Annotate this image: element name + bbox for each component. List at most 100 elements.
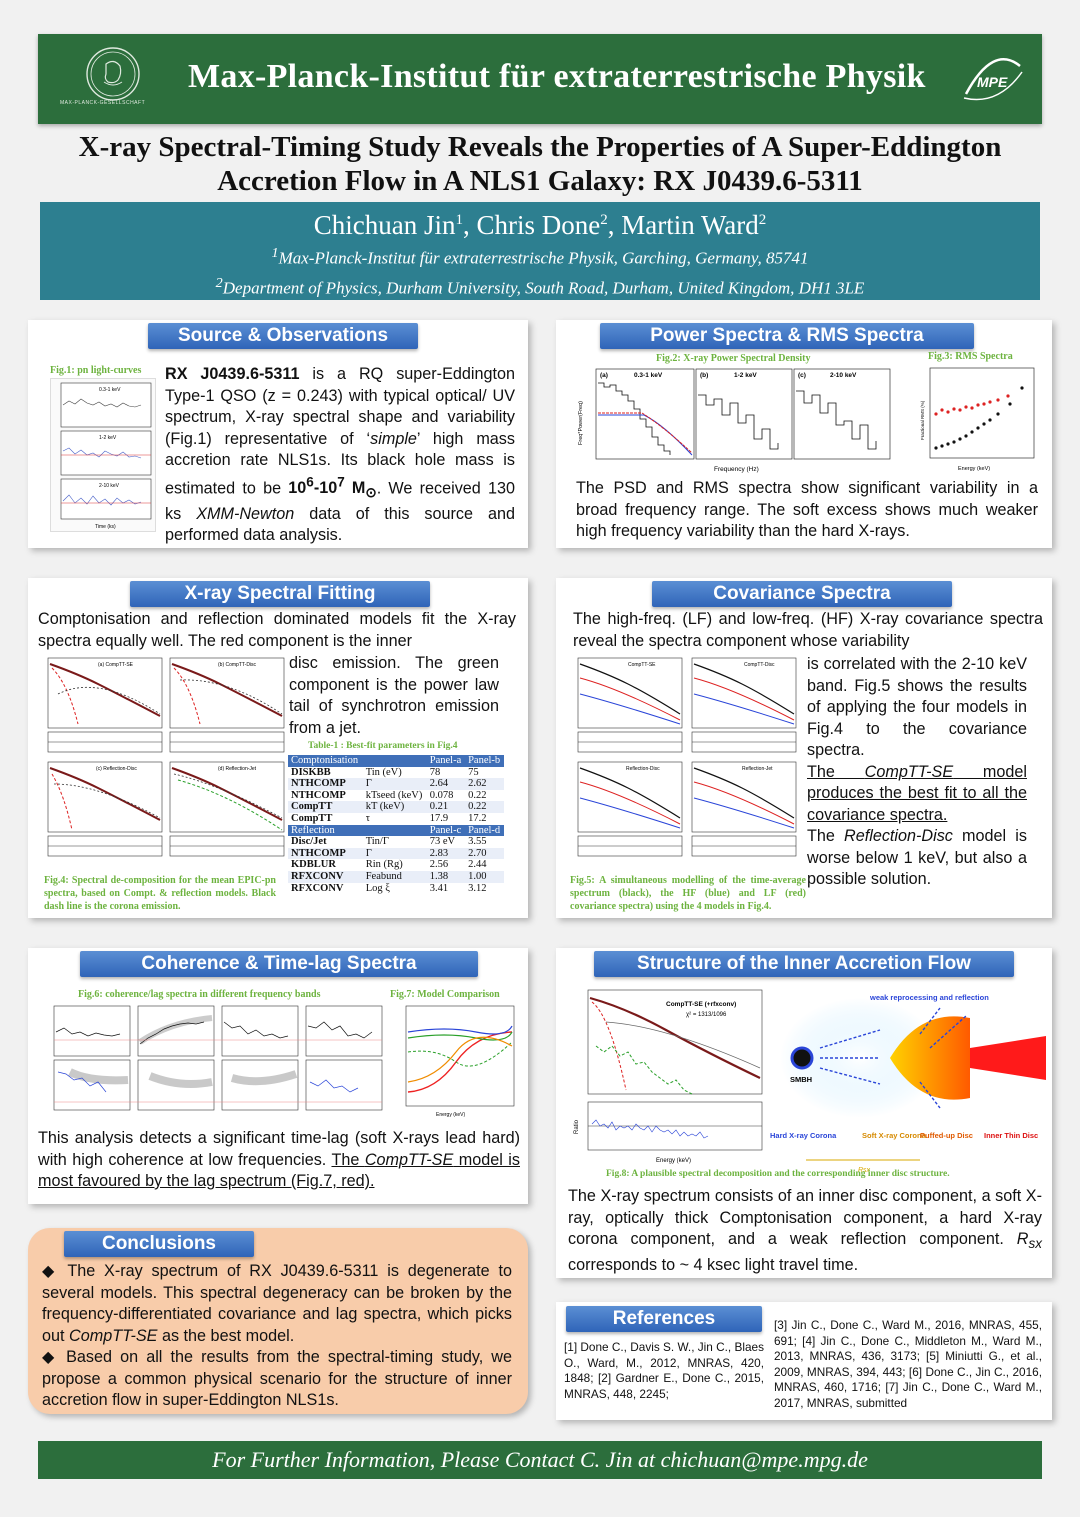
fig3-rms-spectra: Energy (keV) Fractional RMS (%) bbox=[920, 367, 1035, 472]
hard-xray-corona-label: Hard X-ray Corona bbox=[770, 1131, 837, 1140]
fitting-text-1: Comptonisation and reflection dominated … bbox=[38, 610, 516, 650]
table1-cell: 3.12 bbox=[468, 882, 487, 894]
mpe-logo-text: MPE bbox=[977, 74, 1008, 90]
header-banner: MAX-PLANCK-GESELLSCHAFT Max-Planck-Insti… bbox=[38, 34, 1042, 124]
mpe-logo-icon: MPE bbox=[963, 58, 1023, 101]
table1-cell: Tin/Γ bbox=[365, 836, 389, 848]
panel-power-spectra: Power Spectra & RMS Spectra Fig.2: X-ray… bbox=[556, 320, 1052, 548]
fig7-model-comparison: Energy (keV) bbox=[405, 1005, 515, 1118]
table1-cell: 2.62 bbox=[468, 778, 487, 790]
conclusion-point-2: ◆ Based on all the results from the spec… bbox=[42, 1348, 512, 1409]
table1-cell bbox=[362, 824, 427, 837]
fig6-lag-panels bbox=[53, 1005, 383, 1057]
table1-cell: 75 bbox=[468, 766, 479, 778]
table1-cell: Reflection bbox=[288, 824, 363, 837]
institute-name: Max-Planck-Institut für extraterrestrisc… bbox=[188, 58, 926, 95]
svg-text:(c) Reflection-Disc: (c) Reflection-Disc bbox=[96, 766, 137, 772]
table1-cell: 0.22 bbox=[468, 801, 487, 813]
table1-row: CompTT kT (keV) 0.21 0.22 bbox=[288, 801, 504, 813]
table1-cell: 3.55 bbox=[468, 836, 487, 848]
fig3-red-points bbox=[934, 394, 1010, 416]
smbh-label: SMBH bbox=[790, 1075, 812, 1084]
fig2-panel-c: (c) 2-10 keV bbox=[793, 368, 891, 460]
fig6-coherence-lag bbox=[53, 1005, 383, 1111]
table1-section-header: Reflection Panel-c Panel-d bbox=[288, 824, 504, 837]
table1-cell: DISKBB bbox=[291, 766, 331, 778]
inner-thin-disc-label: Inner Thin Disc bbox=[984, 1131, 1038, 1140]
table1-row: NTHCOMP Γ 2.83 2.70 bbox=[288, 847, 504, 860]
table1-cell: 0.21 bbox=[429, 801, 449, 813]
fig4-caption: Fig.4: Spectral de-composition for the m… bbox=[44, 875, 276, 912]
svg-text:1-2 keV: 1-2 keV bbox=[734, 372, 757, 379]
svg-text:Energy (keV): Energy (keV) bbox=[436, 1112, 466, 1118]
table1-cell: 17.2 bbox=[468, 812, 487, 824]
svg-text:0.3-1 keV: 0.3-1 keV bbox=[634, 372, 663, 379]
heading-power-spectra: Power Spectra & RMS Spectra bbox=[600, 323, 974, 349]
coherence-best-model-note: The CompTT-SE model is most favoured by … bbox=[38, 1150, 520, 1191]
fig8-spectrum: CompTT-SE (+rfxconv) χ² = 1313/1096 Ener… bbox=[574, 989, 763, 1164]
conclusions-text: ◆ The X-ray spectrum of RX J0439.6-5311 … bbox=[42, 1261, 512, 1412]
table1-cell: Disc/Jet bbox=[291, 836, 327, 848]
table1-cell: 78 bbox=[429, 766, 441, 778]
fig4-panel-d: (d) Reflection-Jet bbox=[169, 761, 285, 857]
table1-cell: 1.00 bbox=[468, 870, 487, 882]
rsx-label: Rsx bbox=[858, 1167, 871, 1174]
heading-inner-accretion-flow: Structure of the Inner Accretion Flow bbox=[594, 951, 1014, 977]
covariance-text-1: The high-freq. (LF) and low-freq. (HF) X… bbox=[573, 610, 1043, 650]
max-planck-seal-icon bbox=[86, 47, 140, 101]
fig5-panel-1: CompTT-SE bbox=[577, 657, 683, 753]
conclusion-point-1: ◆ The X-ray spectrum of RX J0439.6-5311 … bbox=[42, 1262, 512, 1345]
table1-row: Disc/Jet Tin/Γ 73 eV 3.55 bbox=[288, 836, 504, 848]
covariance-best-fit-note: The CompTT-SE model produces the best fi… bbox=[807, 762, 1027, 824]
affiliation-1: 1Max-Planck-Institut für extraterrestris… bbox=[271, 245, 809, 268]
fig1-subplot-1: 0.3-1 keV bbox=[60, 382, 152, 428]
table1-row: RFXCONV Log ξ 3.41 3.12 bbox=[288, 882, 504, 895]
coherence-text: This analysis detects a significant time… bbox=[38, 1129, 520, 1191]
power-text: The PSD and RMS spectra show significant… bbox=[576, 479, 1038, 540]
table1-row: NTHCOMP kTseed (keV) 0.078 0.22 bbox=[288, 789, 504, 802]
fig2-ylabel: Freq*Power(Freq) bbox=[578, 401, 584, 445]
table1-cell: Panel-b bbox=[465, 755, 504, 767]
references-right: [3] Jin C., Done C., Ward M., 2016, MNRA… bbox=[774, 1318, 1042, 1410]
table1-cell: RFXCONV bbox=[291, 870, 344, 882]
table1-section-header: Comptonisation Panel-a Panel-b bbox=[288, 755, 504, 767]
table1-best-fit-parameters: Comptonisation Panel-a Panel-b DISKBB Tin (e… bbox=[288, 755, 504, 895]
table1-cell: τ bbox=[365, 812, 370, 824]
fig6-caption: Fig.6: coherence/lag spectra in differen… bbox=[78, 989, 321, 1000]
svg-text:Reflection-Disc: Reflection-Disc bbox=[626, 766, 660, 772]
affiliation-2: 2Department of Physics, Durham Universit… bbox=[215, 274, 865, 298]
table1-cell: Γ bbox=[365, 847, 372, 859]
poster-title: X-ray Spectral-Timing Study Reveals the … bbox=[40, 130, 1040, 198]
fig3-black-points bbox=[934, 386, 1024, 450]
fig4-panel-c: (c) Reflection-Disc bbox=[47, 761, 163, 857]
fig8-ylabel: Ratio bbox=[574, 1119, 580, 1134]
table1-cell: Γ bbox=[365, 778, 372, 790]
panel-inner-accretion-flow: Structure of the Inner Accretion Flow Co… bbox=[556, 948, 1052, 1278]
svg-text:(d) Reflection-Jet: (d) Reflection-Jet bbox=[218, 766, 257, 772]
source-text: RX J0439.6-5311 is a RQ super-Eddington … bbox=[165, 365, 516, 545]
soft-xray-corona-label: Soft X-ray Corona bbox=[862, 1131, 927, 1140]
table1-caption: Table-1 : Best-fit parameters in Fig.4 bbox=[308, 741, 458, 751]
svg-text:(a) CompTT-SE: (a) CompTT-SE bbox=[98, 662, 134, 668]
table1-cell: 0.078 bbox=[429, 789, 454, 801]
fig5-caption: Fig.5: A simultaneous modelling of the t… bbox=[570, 875, 806, 912]
fig2-xlabel: Frequency (Hz) bbox=[714, 466, 759, 473]
puffed-up-disc-label: Puffed-up Disc bbox=[920, 1131, 973, 1140]
fig1-caption: Fig.1: pn light-curves bbox=[50, 365, 142, 376]
fig4-panel-b: (b) CompTT-Disc bbox=[169, 657, 285, 753]
table1-cell: 3.41 bbox=[429, 882, 449, 894]
fig1-label-band1: 0.3-1 keV bbox=[99, 387, 121, 393]
reprocessing-arrows bbox=[819, 1007, 967, 1109]
svg-text:Reflection-Jet: Reflection-Jet bbox=[742, 766, 773, 772]
heading-references: References bbox=[566, 1306, 762, 1332]
panel-conclusions: Conclusions ◆ The X-ray spectrum of RX J… bbox=[28, 1228, 528, 1414]
authors-block: Chichuan Jin1, Chris Done2, Martin Ward2… bbox=[40, 202, 1040, 300]
fitting-text-2: disc emission. The green component is th… bbox=[289, 654, 499, 737]
table1-cell: Panel-a bbox=[426, 755, 466, 767]
heading-conclusions: Conclusions bbox=[64, 1231, 254, 1257]
table1-cell: 1.38 bbox=[429, 870, 449, 882]
table1-cell: Panel-d bbox=[465, 824, 504, 837]
fig5-panel-3: Reflection-Disc bbox=[577, 761, 683, 857]
table1-cell: kTseed (keV) bbox=[365, 789, 423, 801]
fig1-label-band2: 1-2 keV bbox=[99, 435, 117, 441]
